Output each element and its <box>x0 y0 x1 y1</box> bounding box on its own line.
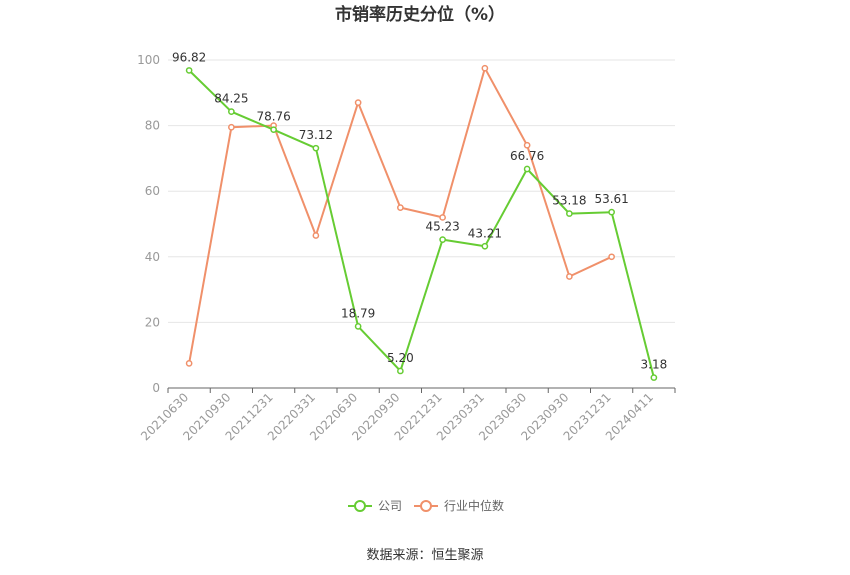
data-point-industry-median <box>481 64 489 72</box>
data-label: 78.76 <box>256 110 290 124</box>
data-label: 73.12 <box>299 128 333 142</box>
data-point-industry-median <box>523 141 531 149</box>
data-point-company <box>439 236 446 243</box>
data-point-company <box>650 374 658 381</box>
data-labels: 96.82 84.25 78.76 73.12 18.79 5.20 45.23 43.21 6… <box>172 50 667 371</box>
data-label: 66.76 <box>510 149 544 163</box>
y-tick-label: 60 <box>145 184 160 198</box>
data-point-industry-median <box>228 123 235 131</box>
data-point-industry-median <box>185 360 193 367</box>
y-tick-label: 80 <box>145 119 160 133</box>
series-line-company <box>188 69 655 378</box>
y-axis-ticks: 0 20 40 60 80 100 <box>137 53 160 395</box>
legend-item-industry-median[interactable]: 行业中位数 <box>414 498 504 513</box>
data-point-industry-median <box>312 232 320 239</box>
data-point-company <box>566 210 573 217</box>
x-axis: 2021063020210930202112312022033120220630… <box>138 387 676 443</box>
chart-title: 市销率历史分位（%） <box>335 4 505 25</box>
data-point-industry-median <box>439 214 446 221</box>
data-point-company <box>312 144 320 152</box>
data-label: 18.79 <box>341 306 375 320</box>
data-point-company <box>608 208 615 216</box>
data-point-industry-median <box>397 204 404 211</box>
data-label: 5.20 <box>387 351 414 365</box>
legend-label: 公司 <box>378 499 402 513</box>
legend-item-company[interactable]: 公司 <box>348 499 402 513</box>
series-group <box>185 64 658 381</box>
data-point-industry-median <box>566 273 573 280</box>
data-label: 53.18 <box>552 194 586 208</box>
legend[interactable]: 公司 行业中位数 <box>348 498 504 513</box>
data-label: 96.82 <box>172 50 206 64</box>
data-label: 43.21 <box>468 226 502 240</box>
data-point-company <box>185 67 193 74</box>
data-point-company <box>354 323 362 330</box>
legend-marker-icon <box>354 500 366 512</box>
data-point-company <box>481 242 489 250</box>
y-tick-label: 40 <box>145 250 160 264</box>
legend-label: 行业中位数 <box>444 498 504 513</box>
data-point-company <box>228 108 235 116</box>
series-line-industry-median <box>188 67 613 364</box>
data-point-company <box>270 126 277 134</box>
y-tick-label: 100 <box>137 53 160 67</box>
data-label: 53.61 <box>594 192 628 206</box>
data-point-industry-median <box>608 253 615 261</box>
y-tick-label: 20 <box>145 315 160 329</box>
y-tick-label: 0 <box>152 381 160 395</box>
data-point-industry-median <box>354 99 362 106</box>
data-label: 45.23 <box>425 220 459 234</box>
data-source: 数据来源：恒生聚源 <box>366 548 483 563</box>
legend-marker-icon <box>420 500 432 512</box>
data-label: 84.25 <box>214 92 248 106</box>
data-label: 3.18 <box>641 358 668 372</box>
data-point-company <box>397 367 404 375</box>
data-point-company <box>523 165 531 173</box>
